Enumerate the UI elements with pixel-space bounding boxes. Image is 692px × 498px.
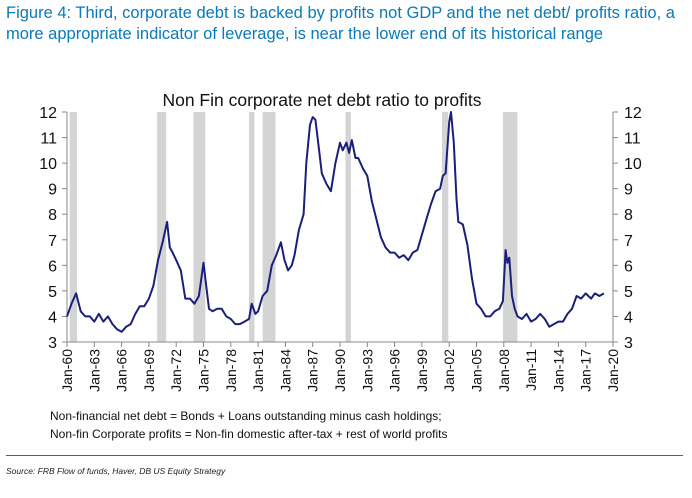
x-tick-label: Jan-11	[523, 349, 539, 391]
y-tick-label-right: 10	[624, 156, 642, 173]
recession-band-4	[262, 112, 276, 342]
x-tick-label: Jan-84	[277, 349, 293, 392]
recession-band-7	[502, 112, 518, 342]
x-tick-label: Jan-78	[223, 349, 239, 392]
x-tick-label: Jan-99	[414, 349, 430, 392]
source-note: Source: FRB Flow of funds, Haver, DB US …	[6, 466, 226, 476]
figure-title: Figure 4: Third, corporate debt is backe…	[6, 4, 675, 43]
recession-band-6	[441, 112, 449, 342]
y-tick-label-left: 11	[40, 131, 57, 148]
y-tick-label-right: 5	[624, 284, 633, 301]
y-tick-label-left: 8	[48, 207, 57, 224]
y-tick-label-left: 10	[39, 156, 57, 173]
y-tick-label-left: 6	[48, 258, 57, 275]
y-tick-label-right: 8	[624, 207, 633, 224]
chart-title: Non Fin corporate net debt ratio to prof…	[162, 90, 481, 110]
note-profits-definition: Non-fin Corporate profits = Non-fin dome…	[50, 427, 448, 441]
line-chart: Non Fin corporate net debt ratio to prof…	[39, 90, 642, 392]
x-tick-label: Jan-02	[441, 349, 457, 392]
y-tick-label-left: 3	[48, 335, 57, 352]
y-tick-label-right: 12	[624, 105, 642, 122]
recession-band-3	[249, 112, 255, 342]
x-tick-label: Jan-17	[578, 349, 594, 392]
y-tick-label-right: 6	[624, 258, 633, 275]
x-tick-label: Jan-72	[168, 349, 184, 392]
x-tick-label: Jan-05	[469, 349, 485, 392]
x-tick-label: Jan-75	[196, 349, 212, 392]
y-tick-label-left: 9	[48, 182, 57, 199]
x-tick-label: Jan-87	[305, 349, 321, 392]
y-tick-label-right: 11	[624, 131, 641, 148]
y-tick-label-right: 7	[624, 233, 633, 250]
series-line	[66, 111, 605, 333]
recession-band-5	[345, 112, 351, 342]
x-tick-label: Jan-60	[59, 349, 75, 392]
x-tick-label: Jan-63	[86, 349, 102, 392]
recession-band-0	[69, 112, 78, 342]
y-tick-label-left: 5	[48, 284, 57, 301]
y-tick-label-left: 12	[39, 105, 57, 122]
x-tick-label: Jan-08	[496, 349, 512, 392]
x-tick-label: Jan-81	[250, 349, 266, 392]
x-tick-label: Jan-90	[332, 349, 348, 392]
y-tick-label-right: 4	[624, 309, 633, 326]
x-tick-label: Jan-20	[605, 349, 621, 392]
y-axis-left: 3 4 5 6 7 8 9 10 11 12	[39, 105, 67, 352]
y-tick-label-right: 9	[624, 182, 633, 199]
y-tick-label-left: 7	[48, 233, 57, 250]
y-tick-label-right: 3	[624, 335, 633, 352]
recession-band-1	[157, 112, 167, 342]
x-tick-label: Jan-69	[141, 349, 157, 392]
y-tick-label-left: 4	[48, 309, 57, 326]
note-net-debt-definition: Non-financial net debt = Bonds + Loans o…	[50, 409, 442, 423]
x-tick-label: Jan-66	[114, 349, 130, 392]
x-axis: Jan-60 Jan-63 Jan-66 Jan-69 Jan-72 Jan-75 Jan-…	[59, 342, 621, 392]
recession-shading	[69, 112, 518, 342]
x-tick-label: Jan-14	[550, 349, 566, 392]
y-axis-right: 3 4 5 6 7 8 9 10 11 12	[613, 105, 642, 352]
recession-band-2	[193, 112, 206, 342]
x-tick-label: Jan-93	[359, 349, 375, 392]
x-tick-label: Jan-96	[387, 349, 403, 392]
footer-divider	[6, 455, 683, 456]
